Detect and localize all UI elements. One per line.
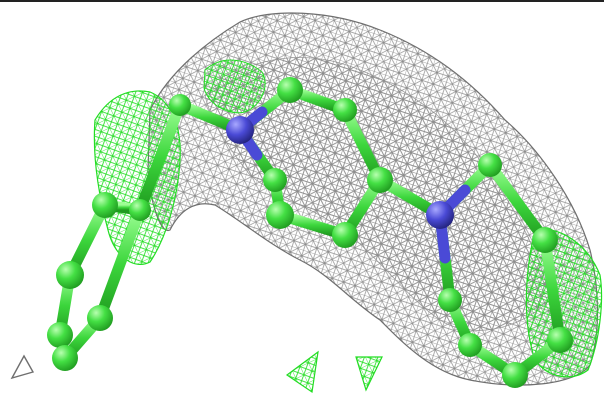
- nitrogen-atom: [226, 116, 254, 144]
- carbon-atom: [367, 167, 393, 193]
- carbon-atom: [438, 288, 462, 312]
- green-density-mesh-small-2: [355, 356, 383, 392]
- carbon-atom: [547, 327, 573, 353]
- carbon-atom: [333, 98, 357, 122]
- carbon-atom: [52, 345, 78, 371]
- carbon-atom: [458, 333, 482, 357]
- carbon-atom: [263, 168, 287, 192]
- carbon-atom: [56, 261, 84, 289]
- carbon-atom: [47, 322, 73, 348]
- carbon-atom: [129, 199, 151, 221]
- carbon-atom: [478, 153, 502, 177]
- molecule-atoms: [47, 77, 573, 388]
- green-density-mesh-small-1: [285, 350, 319, 394]
- gray-density-mesh-small: [10, 354, 35, 380]
- green-density-mesh-top: [203, 59, 266, 114]
- carbon-atom: [332, 222, 358, 248]
- carbon-atom: [87, 305, 113, 331]
- carbon-atom: [502, 362, 528, 388]
- carbon-atom: [266, 201, 294, 229]
- green-density-mesh-left: [93, 90, 181, 266]
- nitrogen-atom: [426, 201, 454, 229]
- top-frame-line: [0, 0, 604, 2]
- carbon-atom: [169, 94, 191, 116]
- carbon-atom: [277, 77, 303, 103]
- carbon-atom: [532, 227, 558, 253]
- carbon-atom: [92, 192, 118, 218]
